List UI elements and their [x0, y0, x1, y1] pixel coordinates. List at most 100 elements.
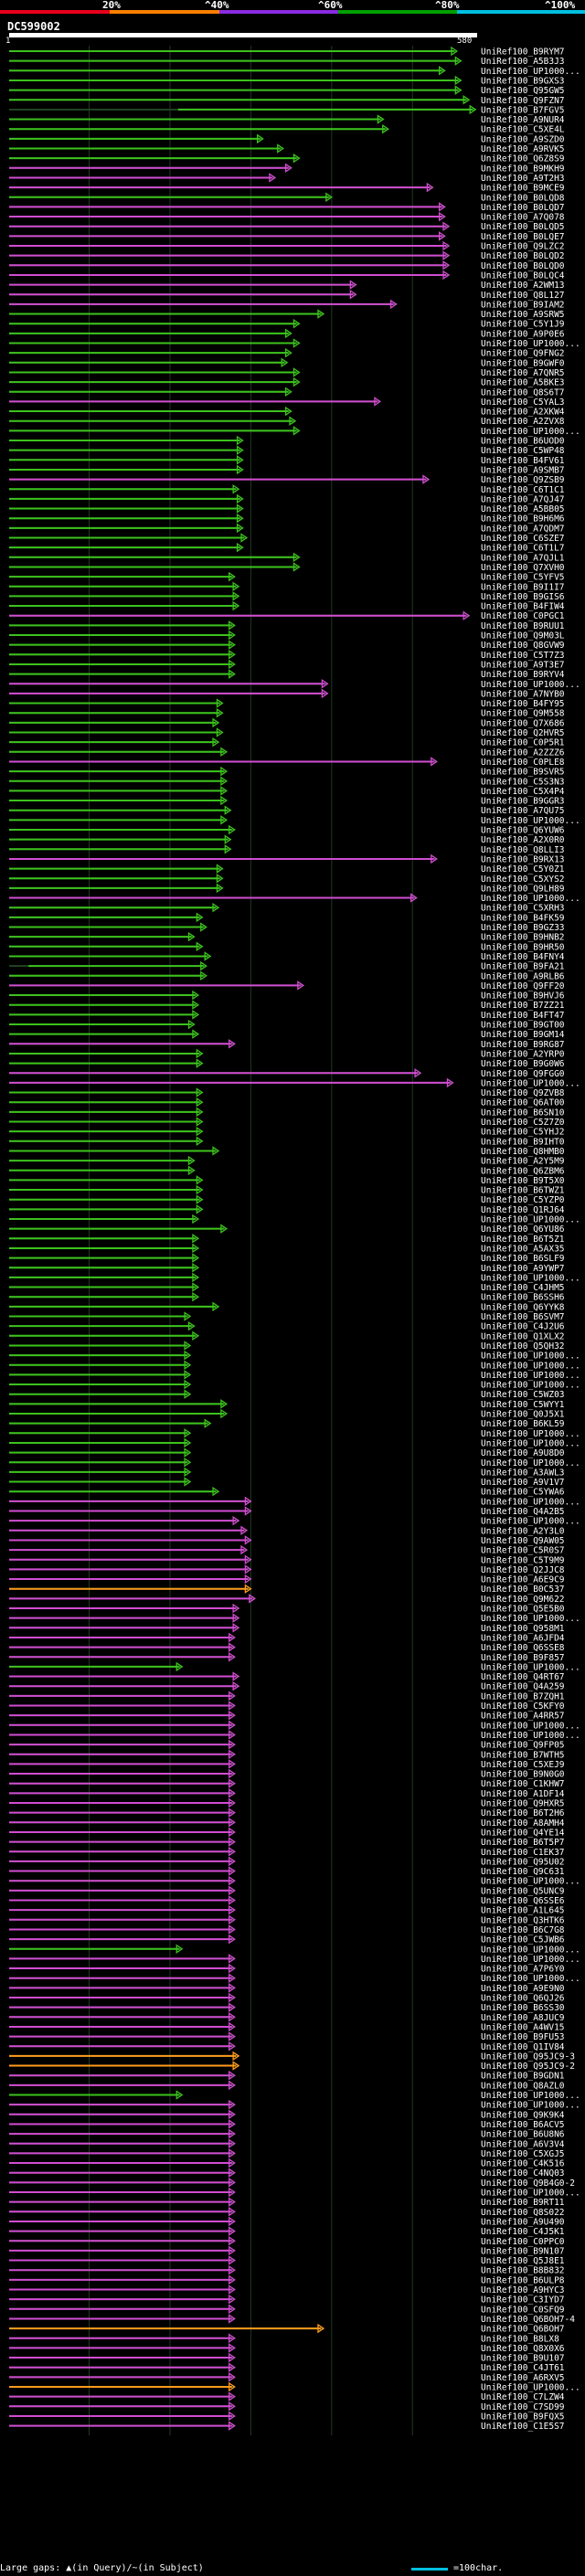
- hit-label[interactable]: UniRef100_B9T5X0: [481, 1176, 565, 1186]
- hit-row[interactable]: UniRef100_A9V1V7: [9, 1477, 565, 1488]
- hit-label[interactable]: UniRef100_Q8GVW9: [481, 641, 565, 651]
- hit-label[interactable]: UniRef100_C5T9M9: [481, 1555, 565, 1565]
- hit-label[interactable]: UniRef100_B6T5P7: [481, 1838, 565, 1848]
- hit-row[interactable]: UniRef100_UP1000...: [9, 1720, 580, 1731]
- hit-label[interactable]: UniRef100_Q9M558: [481, 709, 565, 719]
- hit-row[interactable]: UniRef100_A2XKW4: [9, 406, 565, 418]
- hit-row[interactable]: UniRef100_C5S3N3: [9, 776, 565, 787]
- hit-label[interactable]: UniRef100_A9T3E7: [481, 660, 565, 670]
- hit-row[interactable]: UniRef100_UP1000...: [9, 1350, 580, 1362]
- hit-row[interactable]: UniRef100_C5WZ03: [9, 1389, 565, 1400]
- hit-label[interactable]: UniRef100_A7QJ47: [481, 494, 565, 504]
- hit-row[interactable]: UniRef100_C5XRH3: [9, 902, 565, 914]
- hit-label[interactable]: UniRef100_B9FQX5: [481, 2412, 565, 2422]
- hit-row[interactable]: UniRef100_C1KHW7: [9, 1778, 565, 1789]
- hit-label[interactable]: UniRef100_B6T5Z1: [481, 1235, 565, 1245]
- hit-label[interactable]: UniRef100_C5YAL3: [481, 398, 565, 408]
- hit-label[interactable]: UniRef100_B9IAM2: [481, 300, 565, 310]
- hit-label[interactable]: UniRef100_UP1000...: [481, 2189, 580, 2199]
- hit-label[interactable]: UniRef100_A9E9N0: [481, 1984, 565, 1994]
- hit-row[interactable]: UniRef100_A6V3V4: [9, 2138, 565, 2149]
- hit-label[interactable]: UniRef100_A9SMB7: [481, 465, 565, 475]
- hit-label[interactable]: UniRef100_Q95JC9-3: [481, 2051, 575, 2062]
- hit-row[interactable]: UniRef100_B9IAM2: [9, 299, 565, 310]
- hit-row[interactable]: UniRef100_Q6YYK8: [9, 1301, 565, 1312]
- hit-row[interactable]: UniRef100_C5YFV5: [9, 571, 565, 583]
- hit-row[interactable]: UniRef100_A2ZVX8: [9, 416, 565, 427]
- hit-row[interactable]: UniRef100_B9GWF0: [9, 357, 565, 368]
- hit-row[interactable]: UniRef100_B6SS30: [9, 2002, 565, 2013]
- hit-row[interactable]: UniRef100_A7QDM7: [9, 523, 565, 534]
- hit-row[interactable]: UniRef100_UP1000...: [9, 1496, 580, 1507]
- hit-label[interactable]: UniRef100_Q6YYK8: [481, 1302, 565, 1312]
- hit-label[interactable]: UniRef100_B9I1I7: [481, 582, 565, 592]
- hit-row[interactable]: UniRef100_B7FGV5: [9, 104, 565, 115]
- hit-label[interactable]: UniRef100_C0P5R1: [481, 738, 565, 748]
- hit-row[interactable]: UniRef100_A9YWP7: [9, 1263, 565, 1274]
- hit-row[interactable]: UniRef100_B6UOD0: [9, 435, 565, 447]
- hit-row[interactable]: UniRef100_B9H6M6: [9, 513, 565, 525]
- hit-label[interactable]: UniRef100_A7Q078: [481, 213, 565, 223]
- hit-row[interactable]: UniRef100_B9N107: [9, 2245, 565, 2256]
- hit-row[interactable]: UniRef100_A5BKE3: [9, 376, 565, 388]
- hit-label[interactable]: UniRef100_Q9FP05: [481, 1741, 565, 1751]
- hit-row[interactable]: UniRef100_C5WP48: [9, 445, 565, 456]
- hit-label[interactable]: UniRef100_A3AWL3: [481, 1468, 565, 1478]
- hit-row[interactable]: UniRef100_B0LQE7: [9, 231, 565, 242]
- hit-label[interactable]: UniRef100_Q1XLX2: [481, 1331, 565, 1341]
- hit-row[interactable]: UniRef100_Q1IV84: [9, 2041, 565, 2052]
- hit-label[interactable]: UniRef100_C5WZ03: [481, 1390, 565, 1400]
- hit-row[interactable]: UniRef100_Q6ZBM6: [9, 1165, 565, 1176]
- hit-label[interactable]: UniRef100_Q8S022: [481, 2208, 565, 2218]
- hit-label[interactable]: UniRef100_A9U490: [481, 2217, 565, 2227]
- hit-label[interactable]: UniRef100_A5BB05: [481, 504, 565, 514]
- hit-row[interactable]: UniRef100_B9T5X0: [9, 1175, 565, 1186]
- hit-row[interactable]: UniRef100_C4NQ03: [9, 2168, 565, 2178]
- hit-row[interactable]: UniRef100_B6SN10: [9, 1107, 565, 1118]
- hit-row[interactable]: UniRef100_B9GDN1: [9, 2070, 565, 2082]
- hit-label[interactable]: UniRef100_B9GGR3: [481, 797, 565, 807]
- hit-label[interactable]: UniRef100_Q9B4G0-2: [481, 2178, 575, 2189]
- hit-row[interactable]: UniRef100_B6T5Z1: [9, 1234, 565, 1245]
- hit-label[interactable]: UniRef100_B9GWF0: [481, 358, 565, 368]
- hit-label[interactable]: UniRef100_A2WM13: [481, 281, 565, 291]
- hit-row[interactable]: UniRef100_B4FK59: [9, 912, 565, 923]
- hit-row[interactable]: UniRef100_B0LQD2: [9, 250, 565, 261]
- hit-row[interactable]: UniRef100_C6T1C1: [9, 484, 565, 495]
- hit-label[interactable]: UniRef100_A9SZD0: [481, 134, 565, 144]
- hit-row[interactable]: UniRef100_A2Y3L0: [9, 1525, 565, 1536]
- hit-row[interactable]: UniRef100_B9GT00: [9, 1019, 565, 1031]
- hit-row[interactable]: UniRef100_B9FQX5: [9, 2411, 565, 2422]
- hit-row[interactable]: UniRef100_A9SRW5: [9, 309, 565, 320]
- hit-row[interactable]: UniRef100_Q5QH32: [9, 1341, 565, 1352]
- hit-label[interactable]: UniRef100_B9GZ33: [481, 923, 565, 933]
- hit-row[interactable]: UniRef100_C4J2U6: [9, 1320, 565, 1332]
- hit-row[interactable]: UniRef100_Q5E5B0: [9, 1603, 565, 1615]
- hit-label[interactable]: UniRef100_UP1000...: [481, 1215, 580, 1225]
- hit-label[interactable]: UniRef100_Q8HMB0: [481, 1147, 565, 1157]
- hit-row[interactable]: UniRef100_Q9ZSB9: [9, 474, 565, 485]
- hit-label[interactable]: UniRef100_B8LX8: [481, 2334, 559, 2344]
- hit-row[interactable]: UniRef100_UP1000...: [9, 1272, 580, 1283]
- hit-label[interactable]: UniRef100_B9HNB2: [481, 933, 565, 943]
- hit-label[interactable]: UniRef100_B7ZQH1: [481, 1691, 565, 1701]
- hit-label[interactable]: UniRef100_B4FIW4: [481, 602, 565, 612]
- hit-row[interactable]: UniRef100_B6ACV5: [9, 2119, 565, 2130]
- hit-row[interactable]: UniRef100_B8B832: [9, 2264, 565, 2276]
- hit-row[interactable]: UniRef100_Q7XVH0: [9, 562, 565, 573]
- hit-row[interactable]: UniRef100_C4J5K1: [9, 2226, 565, 2237]
- hit-row[interactable]: UniRef100_A9U8D0: [9, 1447, 565, 1458]
- hit-row[interactable]: UniRef100_B8LX8: [9, 2333, 559, 2344]
- hit-row[interactable]: UniRef100_Q9HXR5: [9, 1797, 565, 1809]
- hit-row[interactable]: UniRef100_A7Q078: [9, 211, 565, 223]
- hit-row[interactable]: UniRef100_A6RXV5: [9, 2372, 565, 2383]
- hit-label[interactable]: UniRef100_C0PLE8: [481, 758, 565, 768]
- hit-label[interactable]: UniRef100_B6KL59: [481, 1419, 565, 1429]
- hit-row[interactable]: UniRef100_Q9ZVB8: [9, 1087, 565, 1098]
- hit-label[interactable]: UniRef100_A5AX35: [481, 1244, 565, 1254]
- hit-row[interactable]: UniRef100_B6SVM7: [9, 1311, 565, 1322]
- hit-row[interactable]: UniRef100_B9RX13: [9, 853, 565, 864]
- hit-label[interactable]: UniRef100_Q9M622: [481, 1595, 565, 1605]
- hit-label[interactable]: UniRef100_UP1000...: [481, 1731, 580, 1741]
- hit-row[interactable]: UniRef100_A9RVK5: [9, 143, 565, 154]
